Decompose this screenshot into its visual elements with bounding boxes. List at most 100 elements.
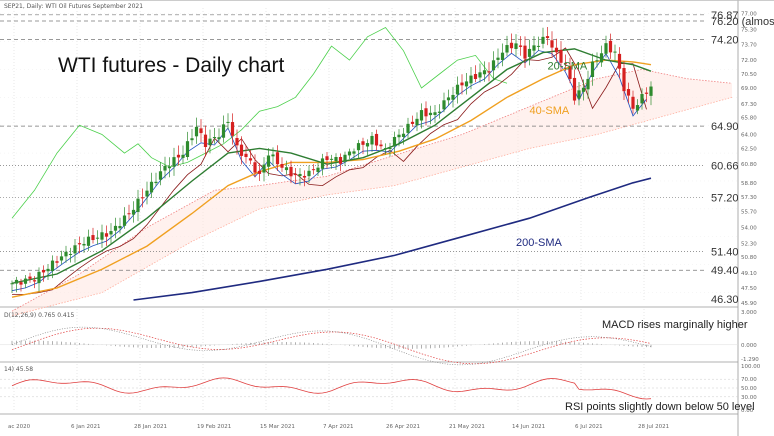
candle-body bbox=[491, 60, 496, 71]
price-tick: 52.30 bbox=[741, 241, 757, 247]
candle-body bbox=[59, 256, 64, 261]
candle-body bbox=[91, 235, 95, 241]
macd-label: D(12,26,9) 0.765 0.415 bbox=[4, 312, 75, 319]
candle-body bbox=[595, 60, 599, 62]
price-tick: 65.80 bbox=[741, 116, 757, 122]
candle-body bbox=[352, 151, 356, 154]
candle-body bbox=[239, 144, 244, 156]
candle-body bbox=[617, 53, 622, 69]
candle-body bbox=[50, 260, 55, 272]
macd-tick: -1.290 bbox=[741, 357, 759, 363]
candle-body bbox=[311, 169, 316, 171]
candle-body bbox=[275, 152, 280, 165]
macd-pane: D(12,26,9) 0.765 0.415 MACD rises margina… bbox=[0, 310, 759, 366]
candle-body bbox=[253, 162, 257, 173]
ichimoku-cloud bbox=[11, 68, 733, 317]
candle-body bbox=[100, 232, 104, 240]
price-tick: 60.80 bbox=[741, 162, 757, 168]
candle-body bbox=[235, 138, 239, 146]
candle-body bbox=[478, 72, 482, 78]
candle-body bbox=[23, 278, 28, 284]
candle-body bbox=[307, 170, 311, 177]
candle-body bbox=[586, 78, 590, 90]
candle-body bbox=[154, 181, 158, 184]
candle-body bbox=[325, 156, 329, 161]
price-tick: 77.00 bbox=[741, 12, 757, 18]
candle-body bbox=[532, 45, 536, 51]
candle-body bbox=[604, 43, 608, 54]
candle-body bbox=[136, 198, 140, 212]
candle-body bbox=[212, 137, 217, 139]
candlesticks bbox=[10, 26, 653, 294]
rsi-tick: 50.00 bbox=[741, 386, 757, 392]
candle-body bbox=[622, 68, 626, 92]
candle-body bbox=[347, 151, 352, 156]
candle-body bbox=[631, 96, 635, 109]
candle-body bbox=[635, 105, 640, 111]
price-tick: 75.30 bbox=[741, 27, 757, 33]
candle-body bbox=[244, 153, 248, 158]
candle-body bbox=[320, 158, 325, 169]
candle-body bbox=[442, 100, 446, 110]
candle-body bbox=[55, 261, 59, 263]
candle-body bbox=[559, 49, 563, 63]
candle-body bbox=[608, 40, 613, 53]
candle-body bbox=[356, 143, 361, 151]
candle-body bbox=[86, 236, 91, 246]
candle-body bbox=[397, 134, 401, 138]
price-tick: 64.00 bbox=[741, 132, 757, 138]
candle-body bbox=[230, 122, 235, 136]
candle-body bbox=[451, 94, 455, 100]
macd-note: MACD rises marginally higher bbox=[602, 319, 748, 331]
rsi-note: RSI points slightly down below 50 level bbox=[565, 401, 755, 413]
candle-body bbox=[428, 112, 433, 116]
macd-line bbox=[11, 326, 652, 366]
price-tick: 58.80 bbox=[741, 181, 757, 187]
candle-body bbox=[599, 53, 604, 63]
candle-body bbox=[473, 74, 478, 80]
candle-body bbox=[28, 276, 32, 279]
time-tick: 28 Jul 2021 bbox=[638, 424, 669, 430]
candle-body bbox=[257, 170, 262, 174]
price-tick: 72.00 bbox=[741, 58, 757, 64]
candle-body bbox=[185, 141, 190, 158]
candle-body bbox=[550, 40, 554, 48]
time-tick: ac 2020 bbox=[8, 424, 31, 430]
candle-body bbox=[496, 57, 500, 60]
candle-body bbox=[68, 253, 73, 255]
time-tick: 15 Mar 2021 bbox=[260, 424, 295, 430]
candle-body bbox=[181, 154, 185, 158]
candle-body bbox=[199, 128, 203, 134]
level-label: 76.20 (almost 3-year high) bbox=[711, 16, 774, 28]
candle-body bbox=[505, 45, 509, 53]
candle-body bbox=[406, 123, 410, 133]
price-tick: 67.30 bbox=[741, 102, 757, 108]
candle-body bbox=[19, 282, 23, 285]
time-tick: 26 Apr 2021 bbox=[386, 424, 420, 430]
time-tick: 14 Jun 2021 bbox=[512, 424, 545, 430]
candle-body bbox=[572, 77, 577, 101]
candle-body bbox=[577, 90, 581, 99]
candle-body bbox=[316, 167, 320, 172]
rsi-tick: 0.00 bbox=[741, 408, 754, 414]
candle-body bbox=[14, 279, 19, 284]
candle-body bbox=[95, 237, 100, 239]
candle-body bbox=[563, 63, 568, 65]
chart-header: SEP21, Daily: WTI Oil Futures September … bbox=[4, 3, 143, 10]
time-tick: 21 May 2021 bbox=[449, 424, 485, 430]
time-tick: 28 Jan 2021 bbox=[134, 424, 167, 430]
candle-body bbox=[527, 48, 532, 57]
candle-body bbox=[613, 51, 617, 53]
candle-body bbox=[649, 86, 653, 96]
candle-body bbox=[104, 233, 109, 237]
candle-body bbox=[145, 190, 149, 197]
rsi-pane: 14) 45.58 RSI points slightly down below … bbox=[0, 364, 761, 414]
candle-body bbox=[590, 61, 595, 78]
candle-body bbox=[217, 137, 221, 140]
level-label: 74.20 bbox=[711, 35, 739, 47]
indicator-lines bbox=[11, 26, 652, 301]
price-tick: 47.50 bbox=[741, 286, 757, 292]
candle-body bbox=[500, 52, 505, 60]
time-tick: 6 Jan 2021 bbox=[71, 424, 100, 430]
